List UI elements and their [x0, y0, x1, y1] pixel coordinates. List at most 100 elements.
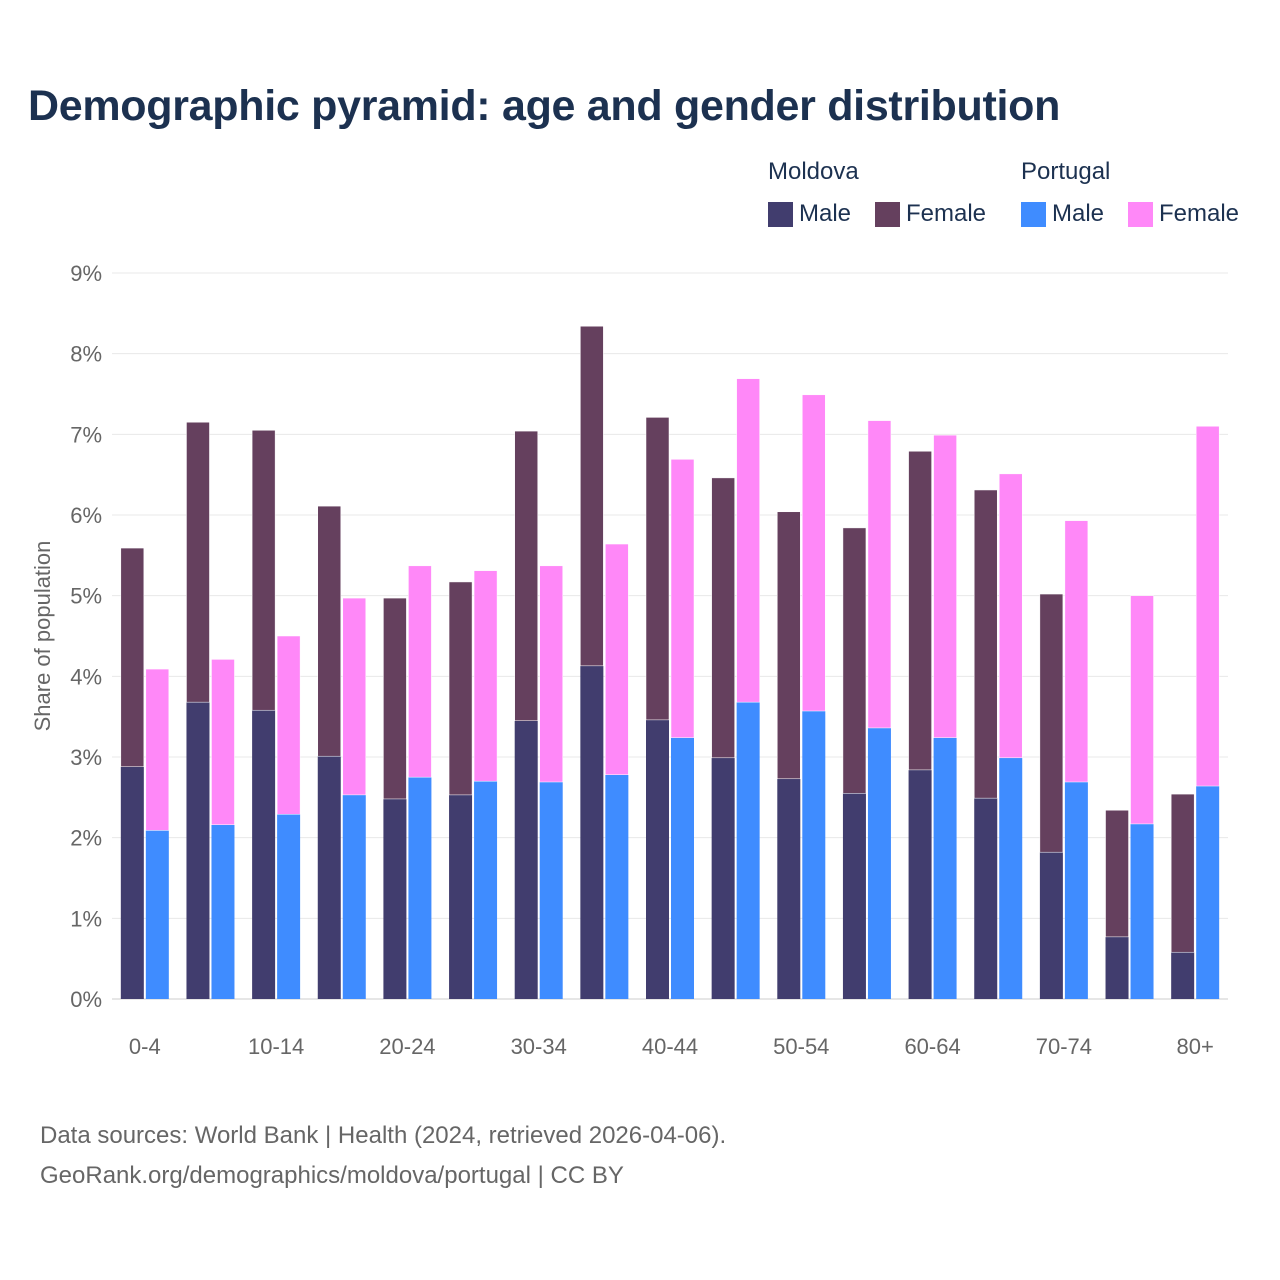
legend-label: Male: [799, 200, 852, 227]
x-tick-label: 0-4: [129, 1034, 161, 1059]
bar-moldova-female: [448, 581, 473, 796]
legend-swatch: [875, 201, 900, 227]
bar-portugal-female: [408, 565, 432, 778]
bar-portugal-male: [211, 824, 235, 999]
bar-moldova-female: [186, 421, 210, 703]
legend-swatch: [1021, 201, 1046, 227]
bar-portugal-male: [867, 727, 891, 999]
bar-portugal-male: [1196, 786, 1220, 999]
bar-portugal-female: [1130, 595, 1154, 825]
source-line-1: Data sources: World Bank | Health (2024,…: [40, 1122, 727, 1149]
y-axis-title: Share of population: [30, 541, 55, 732]
bar-moldova-female: [317, 505, 342, 757]
bar-portugal-male: [933, 737, 957, 999]
bar-moldova-male: [974, 798, 998, 999]
bar-moldova-female: [580, 325, 604, 667]
bar-portugal-male: [999, 757, 1023, 999]
y-tick-label: 5%: [70, 584, 102, 609]
bar-moldova-male: [777, 778, 801, 999]
bar-moldova-female: [1170, 793, 1195, 953]
bar-moldova-female: [120, 547, 145, 767]
legend-swatch: [1128, 201, 1153, 227]
legend-swatch: [768, 201, 793, 227]
bar-portugal-female: [1064, 520, 1089, 783]
y-tick-label: 4%: [70, 664, 102, 689]
y-tick-label: 8%: [70, 342, 102, 367]
bar-moldova-female: [1039, 593, 1064, 853]
source-note: Data sources: World Bank | Health (2024,…: [40, 1116, 726, 1196]
bar-moldova-female: [711, 477, 735, 759]
bar-portugal-female: [342, 597, 367, 796]
legend-item-moldova-male[interactable]: Male: [768, 200, 851, 228]
legend-label: Male: [1052, 200, 1105, 227]
bar-moldova-male: [646, 719, 669, 999]
bar-portugal-male: [1130, 823, 1154, 999]
bar-portugal-female: [802, 394, 826, 712]
source-line-2: GeoRank.org/demographics/moldova/portuga…: [40, 1162, 624, 1189]
bar-moldova-female: [514, 430, 538, 721]
bar-moldova-female: [383, 597, 407, 800]
bar-moldova-male: [1171, 952, 1195, 999]
bar-moldova-female: [645, 417, 670, 721]
bar-moldova-male: [908, 769, 932, 999]
y-tick-label: 2%: [70, 826, 102, 851]
bar-portugal-male: [145, 830, 169, 999]
bar-moldova-male: [252, 710, 276, 999]
bar-moldova-male: [842, 793, 866, 999]
x-tick-label: 80+: [1177, 1034, 1214, 1059]
bar-moldova-male: [711, 757, 735, 999]
bar-portugal-female: [736, 378, 760, 703]
bar-portugal-female: [276, 635, 301, 815]
bar-portugal-male: [671, 737, 694, 999]
x-tick-label: 50-54: [773, 1034, 829, 1059]
bar-portugal-male: [408, 777, 432, 999]
bar-moldova-male: [1039, 852, 1063, 999]
bar-portugal-female: [539, 565, 563, 783]
legend-group-portugal: Portugal: [1021, 158, 1111, 185]
y-tick-label: 1%: [70, 906, 102, 931]
y-tick-label: 6%: [70, 503, 102, 528]
legend-label: Female: [906, 200, 987, 227]
x-tick-label: 70-74: [1036, 1034, 1092, 1059]
bar-moldova-female: [251, 430, 276, 711]
bar-portugal-female: [867, 420, 892, 729]
x-tick-label: 10-14: [248, 1034, 304, 1059]
bar-portugal-female: [933, 434, 957, 738]
legend-label: Female: [1159, 200, 1240, 227]
legend-item-moldova-female[interactable]: Female: [875, 200, 986, 228]
bar-moldova-male: [449, 794, 473, 999]
bar-portugal-female: [998, 473, 1023, 759]
legend-item-portugal-female[interactable]: Female: [1128, 200, 1239, 228]
bar-moldova-female: [1105, 809, 1129, 938]
legend-group-moldova: Moldova: [768, 158, 859, 185]
bar-moldova-male: [120, 766, 144, 999]
bar-portugal-male: [277, 814, 301, 999]
bar-moldova-male: [186, 702, 210, 999]
bar-portugal-female: [211, 659, 235, 826]
bar-moldova-female: [973, 489, 998, 799]
bar-portugal-male: [1064, 782, 1088, 999]
bar-portugal-male: [802, 711, 826, 999]
x-tick-label: 60-64: [904, 1034, 960, 1059]
legend-item-portugal-male[interactable]: Male: [1021, 200, 1104, 228]
bar-portugal-female: [473, 570, 498, 782]
x-tick-label: 30-34: [511, 1034, 567, 1059]
bar-portugal-female: [670, 459, 695, 738]
bar-portugal-female: [145, 668, 170, 831]
x-tick-label: 20-24: [379, 1034, 435, 1059]
bar-moldova-male: [1105, 936, 1129, 999]
y-tick-label: 3%: [70, 745, 102, 770]
bar-portugal-male: [539, 782, 563, 999]
y-tick-label: 0%: [70, 987, 102, 1012]
x-tick-label: 40-44: [642, 1034, 698, 1059]
bar-moldova-male: [383, 798, 407, 999]
bar-moldova-female: [777, 511, 801, 780]
bar-moldova-male: [514, 720, 538, 999]
y-tick-label: 7%: [70, 422, 102, 447]
bar-portugal-female: [1195, 426, 1220, 787]
bar-portugal-male: [736, 702, 760, 999]
bar-moldova-male: [580, 665, 604, 999]
bar-portugal-male: [474, 781, 498, 999]
y-tick-label: 9%: [70, 261, 102, 286]
